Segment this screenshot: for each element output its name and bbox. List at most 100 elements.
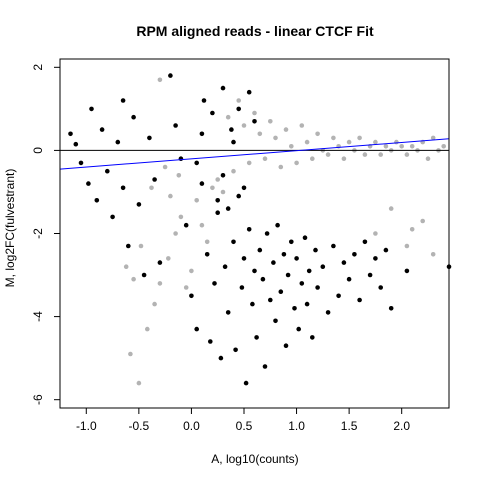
data-point-black [296, 326, 302, 332]
data-point-gray [183, 285, 189, 290]
data-point-black [173, 123, 178, 128]
data-point-gray [149, 185, 154, 191]
data-point-black [252, 119, 257, 124]
data-point-black [281, 252, 287, 257]
data-point-black [388, 306, 394, 311]
data-point-black [362, 239, 368, 245]
data-point-black [231, 239, 236, 245]
data-point-gray [373, 139, 378, 145]
x-tick-label: -0.5 [129, 419, 150, 433]
data-point-black [201, 98, 207, 103]
data-point-gray [162, 164, 168, 170]
data-point-gray [194, 198, 199, 203]
data-point-black [271, 260, 276, 265]
data-point-black [218, 355, 224, 361]
data-point-black [110, 214, 115, 220]
data-point-gray [152, 301, 157, 307]
data-point-black [199, 181, 205, 186]
data-point-gray [404, 243, 410, 249]
data-point-gray [241, 123, 247, 128]
data-point-gray [325, 152, 331, 157]
x-tick-label: 2.0 [393, 419, 410, 433]
data-point-gray [204, 239, 210, 245]
y-tick-label: 0 [31, 147, 45, 154]
data-point-black [341, 260, 347, 265]
data-point-gray [166, 256, 171, 261]
data-point-black [199, 131, 205, 137]
data-point-black [260, 276, 266, 282]
data-point-black [120, 185, 126, 191]
data-point-black [208, 339, 213, 344]
data-point-gray [145, 326, 150, 332]
data-point-gray [231, 168, 236, 174]
data-point-black [246, 227, 252, 232]
data-point-black [336, 293, 341, 299]
data-point-gray [199, 222, 205, 228]
data-point-black [115, 139, 121, 145]
data-point-black [315, 285, 320, 290]
data-point-black [236, 193, 241, 199]
data-point-black [283, 343, 289, 349]
data-point-black [278, 289, 284, 295]
data-point-gray [315, 131, 320, 137]
data-point-black [404, 268, 410, 274]
y-tick-label: -2 [31, 228, 45, 239]
chart-title: RPM aligned reads - linear CTCF Fit [136, 23, 374, 39]
data-point-gray [404, 152, 410, 157]
data-point-gray [123, 264, 129, 270]
data-point-gray [294, 160, 299, 166]
data-point-gray [399, 144, 405, 149]
data-point-black [257, 247, 263, 253]
data-point-black [320, 264, 326, 270]
data-point-black [285, 272, 291, 278]
data-point-black [99, 127, 105, 132]
data-point-black [254, 335, 259, 340]
x-tick-label: 1.0 [288, 419, 305, 433]
data-point-black [229, 127, 234, 132]
data-point-black [86, 181, 91, 186]
data-point-gray [257, 131, 263, 137]
x-tick-label: 1.5 [341, 419, 358, 433]
data-point-black [126, 243, 131, 249]
fit-line [59, 138, 450, 170]
data-point-gray [157, 281, 163, 286]
data-point-gray [310, 156, 315, 161]
data-point-black [89, 106, 94, 112]
data-point-gray [373, 231, 378, 236]
data-point-black [331, 243, 336, 249]
data-point-black [294, 256, 299, 261]
y-tick-label: -4 [31, 311, 45, 322]
data-point-gray [289, 144, 294, 149]
data-point-black [212, 281, 217, 286]
data-point-black [210, 110, 215, 116]
data-point-black [373, 256, 378, 261]
y-tick-label: 2 [31, 64, 45, 71]
x-tick-label: 0.0 [183, 419, 200, 433]
data-point-gray [304, 139, 310, 145]
data-point-gray [176, 173, 182, 178]
data-point-black [189, 293, 194, 299]
data-point-black [367, 272, 373, 278]
data-point-gray [157, 77, 163, 83]
data-point-black [68, 131, 73, 137]
data-point-black [215, 198, 220, 203]
data-point-gray [138, 243, 144, 249]
data-point-black [262, 364, 268, 369]
data-point-black [268, 297, 273, 303]
data-point-gray [357, 135, 362, 141]
data-point-black [225, 310, 231, 315]
data-point-gray [210, 185, 215, 191]
data-point-black [302, 235, 308, 240]
data-point-gray [420, 218, 426, 224]
data-point-gray [331, 135, 336, 141]
y-tick-label: -6 [31, 394, 45, 405]
data-point-black [273, 318, 278, 324]
data-point-black [236, 106, 241, 112]
x-axis-label: A, log10(counts) [211, 452, 298, 466]
data-point-gray [299, 123, 305, 128]
data-point-black [233, 347, 238, 353]
data-point-black [215, 210, 220, 215]
points-layer [68, 73, 452, 386]
data-point-black [94, 198, 100, 203]
